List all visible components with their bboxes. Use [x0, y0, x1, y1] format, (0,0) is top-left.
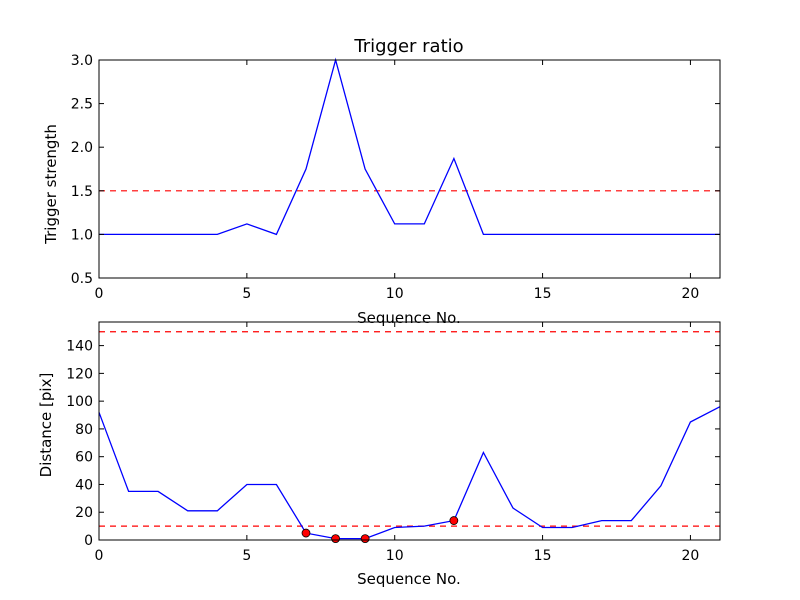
- plot-marks: 0 5 10 15 20 0 20 40 60 80 100 120 140: [66, 322, 721, 564]
- plot-frame: [98, 321, 721, 541]
- x-tick-label: 0: [95, 286, 104, 302]
- data-point-marker: [360, 534, 370, 544]
- y-tick-label: 2.0: [71, 140, 93, 156]
- plot-marks: 0 5 10 15 20 0.5 1.0 1.5 2.0 2.5 3.0: [71, 53, 720, 302]
- series-line: [99, 57, 720, 236]
- y-tick-label: 40: [75, 477, 93, 493]
- x-tick-label: 15: [534, 548, 552, 564]
- y-tick-label: 1.0: [71, 227, 93, 243]
- y-tick-label: 0.5: [71, 271, 93, 287]
- y-tick-label: 20: [75, 505, 93, 521]
- x-tick-label: 10: [386, 286, 404, 302]
- y-axis-label: Trigger strength: [42, 124, 60, 245]
- y-tick-label: 2.5: [71, 97, 93, 113]
- y-tick-label: 3.0: [71, 53, 93, 69]
- series-line: [98, 406, 721, 540]
- y-tick-label: 100: [66, 394, 93, 410]
- y-tick-label: 80: [75, 422, 93, 438]
- x-tick-label: 15: [534, 286, 552, 302]
- data-point-marker: [301, 528, 311, 538]
- y-tick-label: 140: [66, 339, 93, 355]
- y-tick-label: 1.5: [71, 184, 93, 200]
- x-tick-label: 20: [682, 286, 700, 302]
- y-tick-label: 0: [84, 533, 93, 549]
- x-tick-label: 0: [95, 548, 104, 564]
- y-tick-label: 60: [75, 450, 93, 466]
- x-tick-label: 20: [682, 548, 700, 564]
- chart-title: Trigger ratio: [353, 36, 463, 57]
- data-point-marker: [449, 516, 459, 525]
- x-axis-label: Sequence No.: [357, 309, 461, 327]
- data-point-marker: [331, 534, 340, 544]
- plot-frame: [98, 59, 721, 279]
- trigger-ratio-plot: Trigger ratio Sequence No. Trigger stren…: [42, 36, 721, 327]
- y-axis-label: Distance [pix]: [37, 373, 55, 478]
- y-tick-label: 120: [66, 366, 93, 382]
- x-tick-label: 5: [242, 286, 251, 302]
- distance-plot: Sequence No. Distance [pix] 0 5 10 15 20 0 20 4…: [37, 321, 721, 588]
- x-tick-label: 10: [386, 548, 404, 564]
- x-axis-label: Sequence No.: [357, 570, 461, 588]
- x-tick-label: 5: [242, 548, 251, 564]
